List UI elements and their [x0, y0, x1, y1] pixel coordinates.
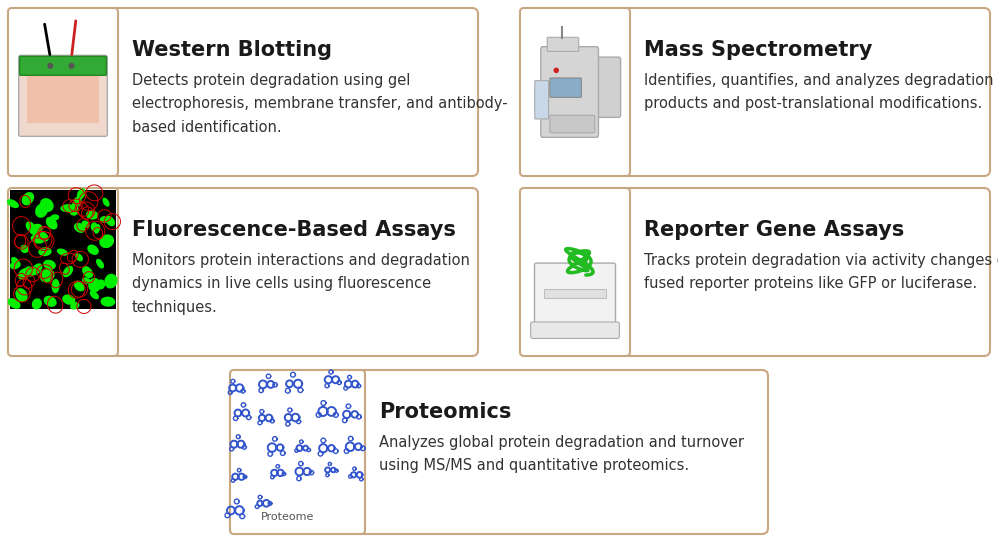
Ellipse shape — [24, 266, 35, 276]
Ellipse shape — [75, 253, 83, 262]
Bar — [27, 69, 99, 123]
Ellipse shape — [62, 294, 76, 305]
Ellipse shape — [40, 269, 51, 282]
Ellipse shape — [7, 199, 19, 208]
Ellipse shape — [10, 261, 21, 269]
Ellipse shape — [41, 269, 55, 282]
Ellipse shape — [50, 214, 59, 221]
Ellipse shape — [88, 278, 101, 293]
Ellipse shape — [82, 277, 91, 284]
PathPatch shape — [520, 188, 630, 356]
Ellipse shape — [40, 198, 54, 212]
Ellipse shape — [38, 247, 52, 256]
Ellipse shape — [71, 203, 78, 213]
Text: Analyzes global protein degradation and turnover
using MS/MS and quantitative pr: Analyzes global protein degradation and … — [379, 435, 744, 473]
FancyBboxPatch shape — [593, 57, 621, 117]
Ellipse shape — [96, 259, 104, 269]
FancyBboxPatch shape — [531, 322, 620, 339]
PathPatch shape — [520, 188, 990, 356]
Text: Tracks protein degradation via activity changes of
fused reporter proteins like : Tracks protein degradation via activity … — [644, 253, 998, 292]
Ellipse shape — [103, 198, 110, 207]
Text: Western Blotting: Western Blotting — [132, 40, 332, 60]
PathPatch shape — [8, 188, 478, 356]
FancyBboxPatch shape — [20, 56, 107, 75]
Ellipse shape — [15, 288, 28, 302]
Ellipse shape — [18, 268, 30, 280]
Circle shape — [48, 63, 53, 68]
Ellipse shape — [32, 298, 42, 310]
FancyBboxPatch shape — [550, 115, 595, 133]
Ellipse shape — [91, 222, 98, 232]
Bar — [544, 289, 606, 298]
Ellipse shape — [11, 257, 20, 267]
Ellipse shape — [20, 245, 29, 253]
Ellipse shape — [100, 216, 110, 223]
Ellipse shape — [60, 204, 75, 212]
Ellipse shape — [87, 245, 99, 255]
Ellipse shape — [90, 290, 99, 299]
Ellipse shape — [86, 210, 98, 219]
Ellipse shape — [31, 263, 42, 275]
Ellipse shape — [77, 188, 86, 200]
PathPatch shape — [8, 188, 118, 356]
Ellipse shape — [26, 222, 36, 233]
Ellipse shape — [31, 235, 44, 244]
PathPatch shape — [230, 370, 768, 534]
Ellipse shape — [99, 234, 114, 248]
Text: Fluorescence-Based Assays: Fluorescence-Based Assays — [132, 220, 456, 240]
Ellipse shape — [69, 207, 79, 216]
Ellipse shape — [43, 260, 56, 270]
PathPatch shape — [520, 8, 630, 176]
Ellipse shape — [82, 266, 93, 278]
Ellipse shape — [105, 216, 115, 226]
PathPatch shape — [8, 8, 478, 176]
Ellipse shape — [101, 296, 116, 307]
Ellipse shape — [74, 223, 85, 233]
Ellipse shape — [105, 274, 118, 288]
Text: Monitors protein interactions and degradation
dynamics in live cells using fluor: Monitors protein interactions and degrad… — [132, 253, 470, 315]
Text: Proteome: Proteome — [260, 512, 314, 522]
FancyBboxPatch shape — [541, 47, 599, 137]
PathPatch shape — [8, 8, 118, 176]
PathPatch shape — [520, 8, 990, 176]
FancyBboxPatch shape — [535, 81, 549, 119]
Text: Detects protein degradation using gel
electrophoresis, membrane transfer, and an: Detects protein degradation using gel el… — [132, 73, 508, 135]
Ellipse shape — [52, 279, 60, 293]
FancyBboxPatch shape — [550, 78, 582, 97]
Ellipse shape — [87, 211, 95, 219]
Text: Reporter Gene Assays: Reporter Gene Assays — [644, 220, 904, 240]
Ellipse shape — [35, 203, 48, 218]
FancyBboxPatch shape — [547, 37, 579, 51]
Circle shape — [554, 68, 558, 73]
Ellipse shape — [46, 217, 58, 229]
FancyBboxPatch shape — [535, 263, 616, 336]
Text: Proteomics: Proteomics — [379, 402, 511, 422]
Ellipse shape — [97, 280, 105, 289]
Ellipse shape — [63, 266, 73, 277]
Text: Mass Spectrometry: Mass Spectrometry — [644, 40, 872, 60]
Ellipse shape — [82, 221, 90, 228]
Ellipse shape — [74, 281, 85, 292]
Bar — [10, 190, 116, 309]
Ellipse shape — [57, 248, 68, 256]
Circle shape — [69, 63, 74, 68]
PathPatch shape — [230, 370, 365, 534]
Ellipse shape — [44, 296, 57, 307]
Ellipse shape — [30, 224, 43, 235]
Ellipse shape — [8, 298, 21, 309]
Text: Identifies, quantifies, and analyzes degradation
products and post-translational: Identifies, quantifies, and analyzes deg… — [644, 73, 993, 111]
FancyBboxPatch shape — [19, 55, 108, 136]
Ellipse shape — [70, 302, 80, 310]
Ellipse shape — [35, 231, 49, 242]
Ellipse shape — [73, 197, 82, 206]
Ellipse shape — [22, 192, 34, 205]
Ellipse shape — [94, 224, 100, 234]
